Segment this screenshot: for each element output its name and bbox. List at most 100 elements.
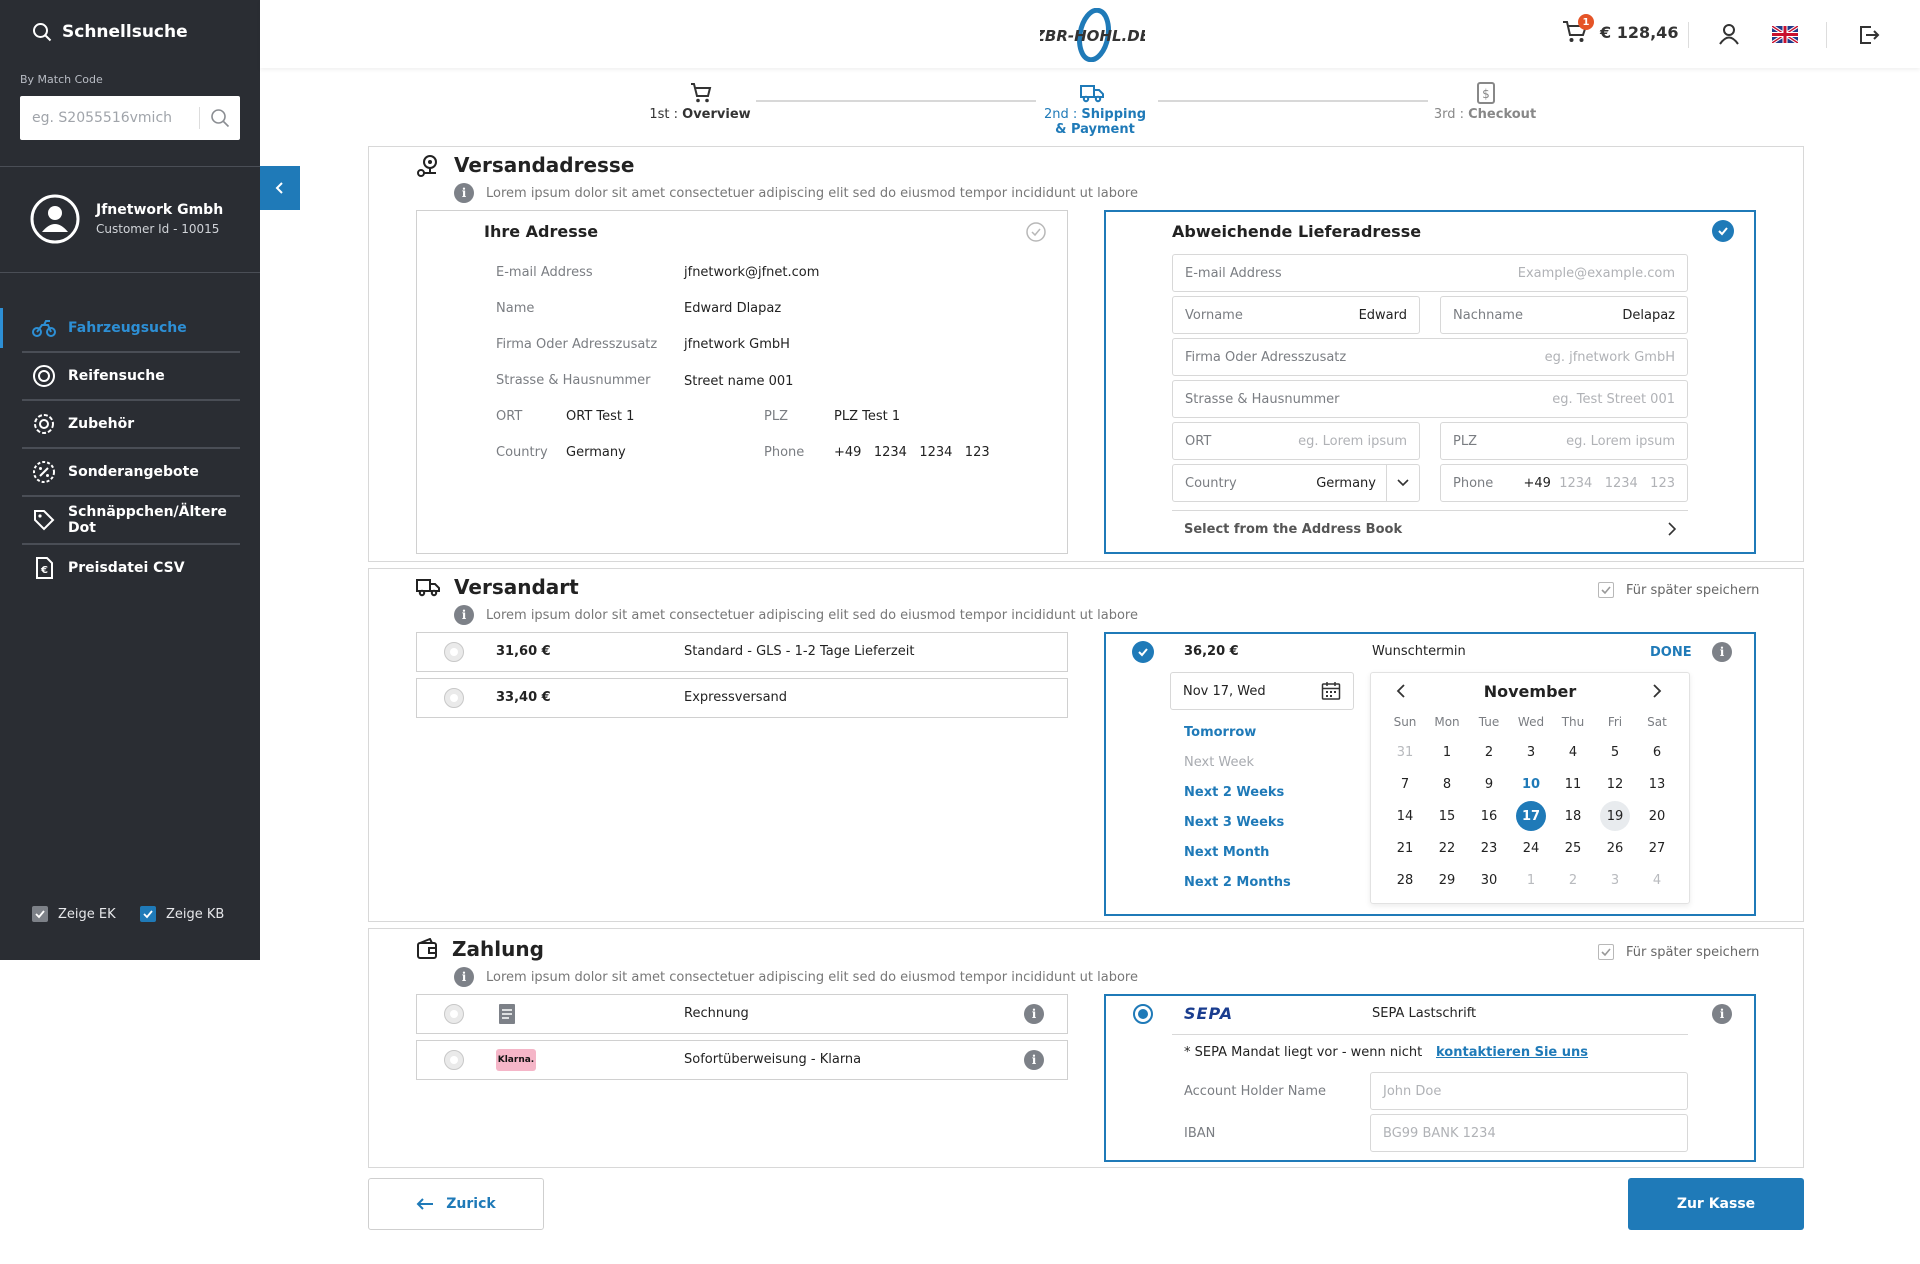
shipping-option-express[interactable] [416, 678, 1068, 718]
radio-selected[interactable] [1133, 1004, 1153, 1024]
calendar-day[interactable]: 30 [1480, 872, 1498, 888]
calendar-day[interactable]: 19 [1594, 800, 1636, 832]
radio-unselected[interactable] [444, 1004, 464, 1024]
uk-flag-icon[interactable] [1772, 26, 1798, 43]
save-later-payment[interactable]: Für später speichern [1598, 944, 1759, 960]
alt-address-card[interactable] [1104, 210, 1756, 554]
calendar-day[interactable]: 11 [1564, 776, 1582, 792]
back-button[interactable]: Zurick [368, 1178, 544, 1230]
iban-input[interactable]: BG99 BANK 1234 [1370, 1114, 1688, 1152]
user-profile[interactable]: Jfnetwork Gmbh Customer Id - 10015 [30, 194, 223, 244]
calendar-day[interactable]: 21 [1396, 840, 1414, 856]
brand-logo[interactable]: ZBR-HOHL.DE [1040, 8, 1145, 62]
step-overview[interactable]: 1st : Overview [649, 107, 751, 122]
sidebar-collapse-button[interactable] [260, 166, 300, 210]
radio-unselected[interactable] [444, 1050, 464, 1070]
calendar-day[interactable]: 14 [1396, 808, 1414, 824]
calendar-day[interactable]: 27 [1648, 840, 1666, 856]
user-icon[interactable] [1718, 23, 1740, 45]
payment-option-sepa[interactable] [1104, 994, 1756, 1162]
info-icon[interactable]: i [1024, 1004, 1044, 1024]
sidebar-item-fahrzeugsuche[interactable]: Fahrzeugsuche [0, 304, 240, 352]
sidebar-item-schnaeppchen[interactable]: Schnäppchen/Ältere Dot [0, 496, 240, 544]
check-selected-icon[interactable] [1712, 220, 1734, 242]
info-icon[interactable]: i [1712, 1004, 1732, 1024]
calendar-day[interactable]: 18 [1564, 808, 1582, 824]
done-button[interactable]: DONE [1650, 645, 1692, 660]
logout-icon[interactable] [1858, 24, 1880, 46]
calendar-day[interactable]: 20 [1648, 808, 1666, 824]
step-checkout[interactable]: 3rd : Checkout [1433, 107, 1537, 122]
calendar-day[interactable]: 23 [1480, 840, 1498, 856]
holder-input[interactable]: John Doe [1370, 1072, 1688, 1110]
shipping-option-standard[interactable] [416, 632, 1068, 672]
calendar-day[interactable]: 13 [1648, 776, 1666, 792]
calendar-day[interactable]: 3 [1610, 872, 1620, 888]
sidebar-item-reifensuche[interactable]: Reifensuche [0, 352, 240, 400]
calendar-day[interactable]: 29 [1438, 872, 1456, 888]
show-kb-toggle[interactable]: Zeige KB [140, 906, 224, 922]
sidebar-item-preisdatei[interactable]: € Preisdatei CSV [0, 544, 240, 592]
cart-summary[interactable]: 1 € 128,46 [1562, 14, 1678, 44]
quick-date-option[interactable]: Next 2 Months [1184, 875, 1291, 890]
calendar-day[interactable]: 1 [1442, 744, 1452, 760]
check-circle-icon[interactable] [1026, 222, 1046, 242]
calendar-day[interactable]: 16 [1480, 808, 1498, 824]
alt-country-select[interactable]: Country Germany [1172, 464, 1420, 502]
quick-date-option[interactable]: Next 3 Weeks [1184, 815, 1285, 830]
check-selected-icon[interactable] [1132, 641, 1154, 663]
cart-icon[interactable]: 1 [1562, 14, 1594, 44]
alt-lastname-field[interactable]: Nachname Delapaz [1440, 296, 1688, 334]
calendar-day[interactable]: 22 [1438, 840, 1456, 856]
match-code-input[interactable]: eg. S2055516vmich [20, 96, 240, 140]
calendar-day[interactable]: 8 [1442, 776, 1452, 792]
alt-email-field[interactable]: E-mail Address Example@example.com [1172, 254, 1688, 292]
save-later-shipping[interactable]: Für später speichern [1598, 582, 1759, 598]
chevron-left-icon[interactable] [1396, 684, 1406, 698]
calendar-day[interactable]: 7 [1400, 776, 1410, 792]
own-address-card[interactable] [416, 210, 1068, 554]
quick-date-option[interactable]: Next 2 Weeks [1184, 785, 1285, 800]
calendar-day[interactable]: 3 [1526, 744, 1536, 760]
payment-option-rechnung[interactable] [416, 994, 1068, 1034]
checkout-button[interactable]: Zur Kasse [1628, 1178, 1804, 1230]
calendar-day[interactable]: 17 [1510, 800, 1552, 832]
calendar-day[interactable]: 5 [1610, 744, 1620, 760]
sidebar-item-zubehoer[interactable]: Zubehör [0, 400, 240, 448]
show-ek-toggle[interactable]: Zeige EK [32, 906, 116, 922]
calendar-day[interactable]: 9 [1484, 776, 1494, 792]
calendar-day[interactable]: 4 [1568, 744, 1578, 760]
search-icon[interactable] [200, 108, 240, 128]
shipping-option-wunschtermin[interactable] [1104, 632, 1756, 916]
calendar-day[interactable]: 10 [1521, 776, 1541, 792]
info-icon[interactable]: i [1712, 642, 1732, 662]
chevron-right-icon[interactable] [1652, 684, 1662, 698]
quick-date-option[interactable]: Tomorrow [1184, 725, 1257, 740]
checkbox-checked-icon[interactable] [32, 906, 48, 922]
calendar-day[interactable]: 6 [1652, 744, 1662, 760]
radio-unselected[interactable] [444, 688, 464, 708]
calendar-day[interactable]: 28 [1396, 872, 1414, 888]
calendar-day[interactable]: 2 [1568, 872, 1578, 888]
quick-date-option[interactable]: Next Week [1184, 755, 1255, 770]
contact-link[interactable]: kontaktieren Sie uns [1436, 1045, 1589, 1060]
quick-date-option[interactable]: Next Month [1184, 845, 1270, 860]
alt-firstname-field[interactable]: Vorname Edward [1172, 296, 1420, 334]
alt-company-field[interactable]: Firma Oder Adresszusatz eg. jfnetwork Gmb… [1172, 338, 1688, 376]
alt-city-field[interactable]: ORT eg. Lorem ipsum [1172, 422, 1420, 460]
calendar-day[interactable]: 2 [1484, 744, 1494, 760]
date-input[interactable]: Nov 17, Wed [1170, 672, 1354, 710]
sidebar-item-sonderangebote[interactable]: Sonderangebote [0, 448, 240, 496]
calendar-day[interactable]: 1 [1526, 872, 1536, 888]
alt-phone-field[interactable]: Phone +49 1234 1234 123 [1440, 464, 1688, 502]
calendar-day[interactable]: 24 [1522, 840, 1540, 856]
checkbox-checked-icon[interactable] [140, 906, 156, 922]
calendar-day[interactable]: 31 [1396, 744, 1414, 760]
calendar-day[interactable]: 26 [1606, 840, 1624, 856]
calendar-day[interactable]: 25 [1564, 840, 1582, 856]
alt-street-field[interactable]: Strasse & Hausnummer eg. Test Street 001 [1172, 380, 1688, 418]
calendar-day[interactable]: 4 [1652, 872, 1662, 888]
info-icon[interactable]: i [1024, 1050, 1044, 1070]
address-book-link[interactable]: Select from the Address Book [1184, 522, 1403, 537]
calendar-day[interactable]: 12 [1606, 776, 1624, 792]
